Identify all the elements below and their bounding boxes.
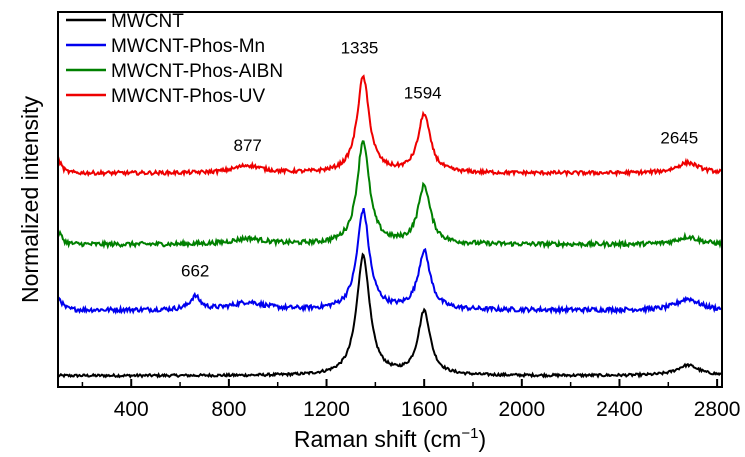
annotation-layer: 877 1335 1594 2645 662 — [181, 38, 698, 280]
series-line-0 — [57, 252, 723, 379]
peak-label: 1335 — [341, 38, 379, 57]
series-line-2 — [57, 140, 723, 250]
legend-label-1: MWCNT-Phos-Mn — [111, 36, 265, 57]
x-tick-label: 400 — [114, 398, 149, 421]
legend-label-0: MWCNT — [111, 11, 184, 32]
series-line-1 — [57, 207, 723, 316]
x-tick-label: 2800 — [694, 398, 741, 421]
peak-label: 2645 — [660, 128, 698, 147]
legend: MWCNT MWCNT-Phos-Mn MWCNT-Phos-AIBN MWCNT-P… — [66, 11, 283, 107]
series-layer — [57, 74, 723, 379]
peak-label: 1594 — [404, 83, 442, 102]
legend-label-3: MWCNT-Phos-UV — [111, 86, 265, 107]
x-tick-label: 1600 — [401, 398, 448, 421]
plot-frame — [57, 11, 723, 388]
x-tick-label: 2000 — [498, 398, 545, 421]
x-tick-label: 2400 — [596, 398, 643, 421]
y-axis-label: Normalized intensity — [17, 95, 43, 303]
x-axis-label: Raman shift (cm−1) — [294, 425, 486, 452]
peak-label: 662 — [181, 261, 209, 280]
x-ticks: 400 800 1200 1600 2000 2400 2800 — [81, 379, 741, 421]
series-line-3 — [57, 74, 723, 178]
x-tick-label: 800 — [211, 398, 246, 421]
legend-label-2: MWCNT-Phos-AIBN — [111, 61, 283, 82]
x-tick-label: 1200 — [303, 398, 350, 421]
peak-label: 877 — [233, 136, 261, 155]
